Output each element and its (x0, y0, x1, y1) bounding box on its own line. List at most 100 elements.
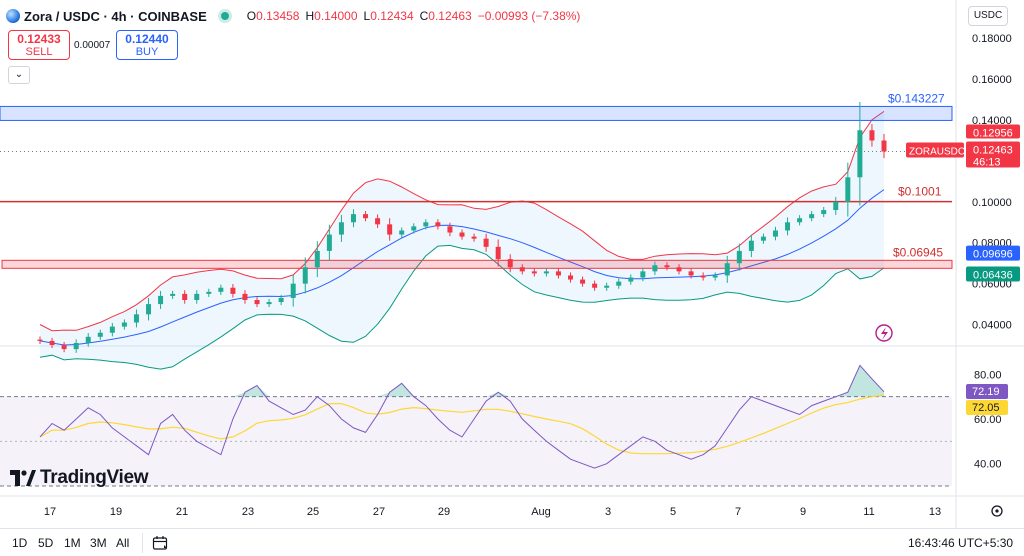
time-tick-label: 11 (863, 506, 874, 518)
high-price-tag-text: 0.12956 (973, 127, 1013, 139)
candle-body (350, 214, 356, 223)
range-5d[interactable]: 5D (38, 536, 54, 550)
rsi-tick-label: 40.00 (974, 459, 1002, 471)
market-open-icon (220, 12, 229, 20)
rsi-value-tag-text: 72.19 (972, 386, 1000, 398)
candle-body (37, 339, 43, 341)
candle-body (266, 302, 272, 305)
chevron-down-icon: ⌄ (14, 69, 24, 80)
candle-body (568, 275, 574, 280)
symbol-title[interactable]: Zora / USDC · 4h · COINBASE (24, 8, 207, 24)
tradingview-icon (10, 470, 36, 486)
change-value: −0.00993 (−7.38%) (477, 9, 581, 23)
candle-body (531, 271, 537, 274)
candle-body (555, 271, 561, 276)
time-tick-label: 23 (242, 506, 254, 518)
rsi-overbought-fill (377, 392, 390, 397)
time-tick-label: 7 (735, 506, 741, 518)
candle-body (435, 222, 441, 227)
candle-body (495, 246, 501, 260)
rsi-overbought-fill (871, 378, 884, 397)
bottom-toolbar: 1D 5D 1M 3M All 16:43:46 UTC+5:30 (0, 528, 1024, 556)
candle-body (809, 214, 815, 219)
rsi-overbought-fill (389, 383, 402, 397)
settings-gear-icon (991, 505, 1003, 517)
candle-body (302, 267, 308, 284)
candle-body (881, 140, 887, 152)
candle-body (61, 345, 67, 350)
price-tick-label: 0.18000 (972, 33, 1012, 45)
candle-body (580, 279, 586, 284)
buy-price: 0.12440 (125, 32, 169, 46)
support-zone (1, 259, 953, 269)
candle-body (326, 234, 332, 251)
candle-body (507, 259, 513, 268)
open-label: O (246, 9, 257, 23)
bollinger-band-fill (40, 111, 884, 370)
candle-body (182, 293, 188, 301)
tradingview-logo: TradingView (10, 467, 149, 489)
sell-button[interactable]: 0.12433 SELL (8, 30, 70, 60)
candle-body (628, 277, 634, 282)
candle-body (206, 291, 212, 294)
candle-body (459, 232, 465, 237)
range-1d[interactable]: 1D (12, 536, 28, 550)
candle-body (133, 314, 139, 323)
rsi-overbought-fill (244, 385, 258, 397)
symbol-tag-text: ZORAUSDC (909, 146, 965, 157)
calendar-icon[interactable] (152, 535, 170, 551)
candle-body (760, 236, 766, 241)
candle-body (471, 236, 477, 239)
candle-body (399, 230, 405, 235)
high-price-tag-bg (966, 124, 1020, 139)
support-zone-label: $0.06945 (893, 245, 943, 259)
candle-body (785, 222, 791, 231)
range-3m[interactable]: 3M (90, 536, 107, 550)
clock-readout[interactable]: 16:43:46 UTC+5:30 (908, 536, 1014, 550)
candle-body (857, 130, 863, 178)
candle-body (833, 201, 839, 211)
low-value: 0.12434 (370, 9, 414, 23)
mid-level-label: $0.1001 (898, 185, 942, 199)
collapse-legend-button[interactable]: ⌄ (8, 66, 30, 84)
candle-body (338, 222, 344, 235)
range-all[interactable]: All (116, 536, 130, 550)
time-tick-label: 25 (307, 506, 319, 518)
candle-body (85, 336, 91, 343)
rsi-ma-tag-text: 72.05 (972, 402, 1000, 414)
time-tick-label: 5 (670, 506, 676, 518)
time-tick-label: 29 (438, 506, 450, 518)
range-1m[interactable]: 1M (64, 536, 81, 550)
candle-body (242, 293, 248, 301)
high-value: 0.14000 (314, 9, 358, 23)
rsi-ma-tag-bg (966, 400, 1008, 415)
price-tick-label: 0.10000 (972, 197, 1012, 209)
news-flash-bolt-icon (881, 327, 888, 340)
bb-basis-tag-text: 0.09696 (973, 249, 1013, 261)
tradingview-wordmark: TradingView (40, 467, 149, 488)
price-tick-label: 0.06000 (972, 279, 1012, 291)
time-tick-label: 21 (176, 506, 188, 518)
currency-button[interactable]: USDC (968, 6, 1008, 26)
candle-body (519, 267, 525, 272)
resistance-zone (0, 105, 953, 121)
bb-lower-tag-bg (966, 266, 1020, 282)
candle-body (49, 340, 55, 345)
candle-body (109, 326, 115, 333)
candle-body (736, 250, 742, 264)
high-label: H (305, 9, 315, 23)
rsi-overbought-fill (859, 365, 872, 397)
spread-value: 0.00007 (74, 40, 111, 51)
rsi-line (39, 364, 885, 469)
time-tick-label: 19 (110, 506, 122, 518)
candle-body (387, 224, 393, 235)
candle-body (411, 226, 417, 231)
candle-body (194, 293, 200, 301)
rsi-overbought-fill (498, 392, 511, 397)
candle-body (640, 271, 646, 278)
candle-body (314, 250, 320, 268)
candle-body (604, 285, 610, 288)
buy-button[interactable]: 0.12440 BUY (116, 30, 178, 60)
last-price-tag-bg (966, 141, 1020, 168)
chart-canvas[interactable]: 0.180000.160000.140000.120000.100000.080… (0, 0, 1024, 528)
